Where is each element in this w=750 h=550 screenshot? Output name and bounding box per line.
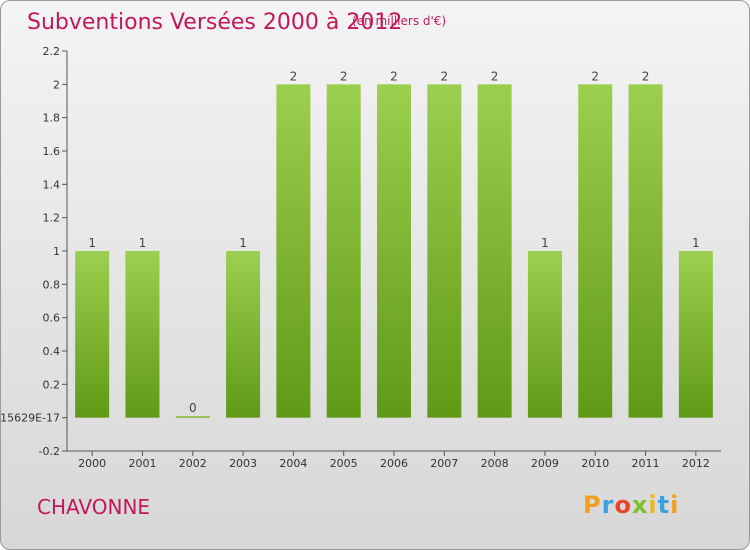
x-tick-label: 2006 <box>380 457 408 470</box>
chart-subtitle: (en milliers d'€) <box>352 14 447 28</box>
x-tick-label: 2002 <box>179 457 207 470</box>
bar <box>125 251 160 418</box>
logo-letter: i <box>648 491 658 519</box>
x-tick-label: 2001 <box>128 457 156 470</box>
logo-letter: P <box>583 491 602 519</box>
data-label: 1 <box>692 236 700 250</box>
y-tick-label: 0.6 <box>43 312 61 325</box>
x-tick-label: 2012 <box>682 457 710 470</box>
y-tick-label: 0.8 <box>43 278 61 291</box>
commune-name: CHAVONNE <box>37 495 151 519</box>
bar <box>628 84 663 418</box>
data-label: 2 <box>491 69 499 83</box>
x-tick-label: 2003 <box>229 457 257 470</box>
y-tick-label: -0.2 <box>39 445 60 458</box>
bar <box>678 251 713 418</box>
logo-letter: o <box>614 491 632 519</box>
x-tick-label: 2005 <box>330 457 358 470</box>
bar <box>75 251 110 418</box>
x-tick-label: 2008 <box>481 457 509 470</box>
data-label: 2 <box>340 69 348 83</box>
y-tick-label: 1.2 <box>43 212 61 225</box>
bar <box>477 84 512 418</box>
logo-letter: i <box>670 491 680 519</box>
bar <box>226 251 261 418</box>
y-tick-label: 2 <box>53 78 60 91</box>
data-label: 0 <box>189 401 197 415</box>
proxiti-logo[interactable]: Proxiti <box>583 491 679 519</box>
bar <box>276 84 311 418</box>
data-label: 1 <box>88 236 96 250</box>
data-label: 2 <box>290 69 298 83</box>
bar <box>326 84 361 418</box>
x-tick-label: 2000 <box>78 457 106 470</box>
y-tick-label: 1.6 <box>43 145 61 158</box>
x-tick-label: 2010 <box>581 457 609 470</box>
data-label: 2 <box>642 69 650 83</box>
data-label: 2 <box>440 69 448 83</box>
y-tick-label: 1.8 <box>43 112 61 125</box>
x-tick-label: 2007 <box>430 457 458 470</box>
x-tick-label: 2004 <box>279 457 307 470</box>
y-tick-label: 1 <box>53 245 60 258</box>
bar <box>578 84 613 418</box>
data-label: 2 <box>390 69 398 83</box>
bar <box>175 416 210 418</box>
x-tick-label: 2011 <box>632 457 660 470</box>
x-tick-label: 2009 <box>531 457 559 470</box>
y-tick-label: -15629E-17 <box>1 412 60 425</box>
y-tick-label: 2.2 <box>43 45 61 58</box>
data-label: 1 <box>541 236 549 250</box>
chart-title: Subventions Versées 2000 à 2012 <box>27 10 403 35</box>
bar <box>427 84 462 418</box>
y-tick-label: 0.4 <box>43 345 61 358</box>
y-tick-label: 0.2 <box>43 378 61 391</box>
logo-letter: r <box>601 491 615 519</box>
data-label: 1 <box>239 236 247 250</box>
data-label: 2 <box>591 69 599 83</box>
data-label: 1 <box>139 236 147 250</box>
bar <box>377 84 411 418</box>
logo-letter: x <box>631 491 649 519</box>
logo-letter: t <box>657 491 671 519</box>
y-tick-label: 1.4 <box>43 178 61 191</box>
bar <box>527 251 562 418</box>
